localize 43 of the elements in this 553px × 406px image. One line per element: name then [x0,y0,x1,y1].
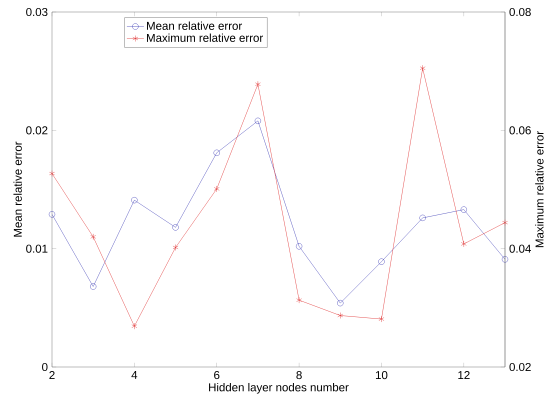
point [461,240,467,248]
point [132,322,138,330]
legend-label: Maximum relative error [147,34,263,42]
point [296,243,302,250]
point [378,258,385,265]
y2-tick-label: 0.02 [509,362,531,372]
y-tick-label: 0 [42,362,48,372]
x-tick-label: 12 [458,371,470,380]
point [460,206,468,213]
x-tick-label: 6 [214,371,220,380]
y2-axis-title: Maximum relative error [535,131,544,248]
point [337,312,344,319]
y2-tick-label: 0.04 [509,244,531,253]
point [214,186,220,192]
y-tick-label: 0.01 [26,244,48,253]
x-tick-label: 2 [49,371,55,380]
x-tick-label: 8 [296,371,302,380]
legend-label: Mean relative error [147,22,242,30]
point [419,214,426,222]
point [502,256,508,263]
point [214,150,220,156]
point [254,118,262,124]
y-tick-label: 0.03 [26,8,48,16]
y2-tick-label: 0.08 [509,8,531,16]
point [90,283,96,290]
x-tick-label: 4 [131,371,138,379]
point [337,300,344,306]
point [378,316,384,322]
point [296,296,302,304]
y2-tick-label: 0.06 [509,126,531,134]
point [502,219,508,226]
point [255,80,261,88]
point [172,244,178,251]
x-axis-title: Hidden layer nodes number [209,382,349,394]
point [172,224,179,231]
x-tick-label: 10 [376,371,388,380]
point [48,211,56,218]
y-axis-title: Mean relative error [13,142,22,237]
point [131,196,138,204]
point [49,170,55,177]
y-tick-label: 0.02 [26,126,48,134]
point [90,234,96,240]
point [420,65,426,72]
